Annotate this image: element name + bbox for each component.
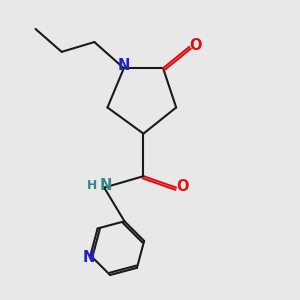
Text: O: O bbox=[189, 38, 201, 53]
Text: N: N bbox=[118, 58, 130, 74]
Text: H: H bbox=[87, 179, 97, 193]
Text: N: N bbox=[100, 178, 112, 194]
Text: O: O bbox=[176, 179, 188, 194]
Text: N: N bbox=[82, 250, 95, 266]
